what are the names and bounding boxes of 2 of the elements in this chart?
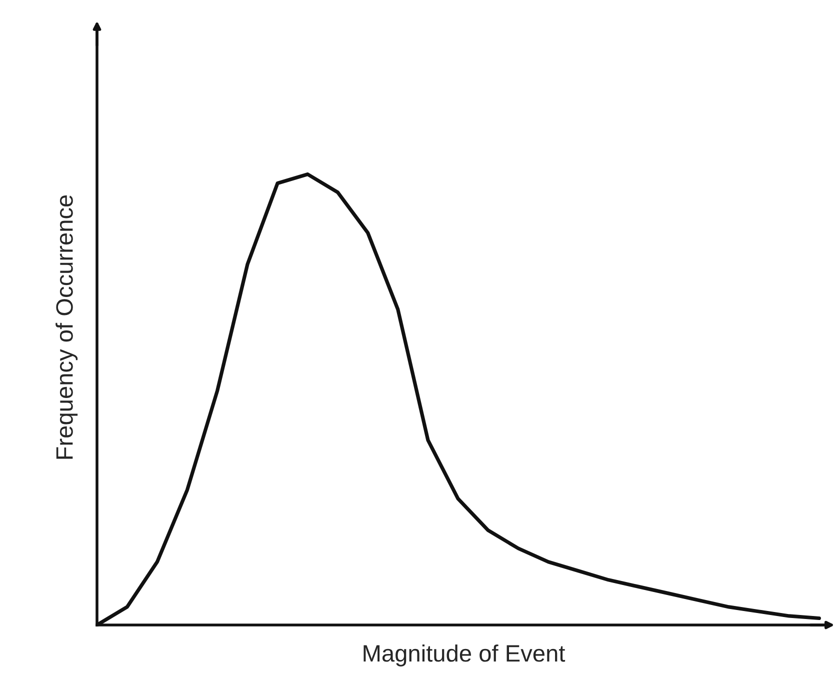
x-axis-title: Magnitude of Event — [364, 644, 566, 666]
y-axis-title: Frequency of Occurrence — [56, 195, 78, 459]
